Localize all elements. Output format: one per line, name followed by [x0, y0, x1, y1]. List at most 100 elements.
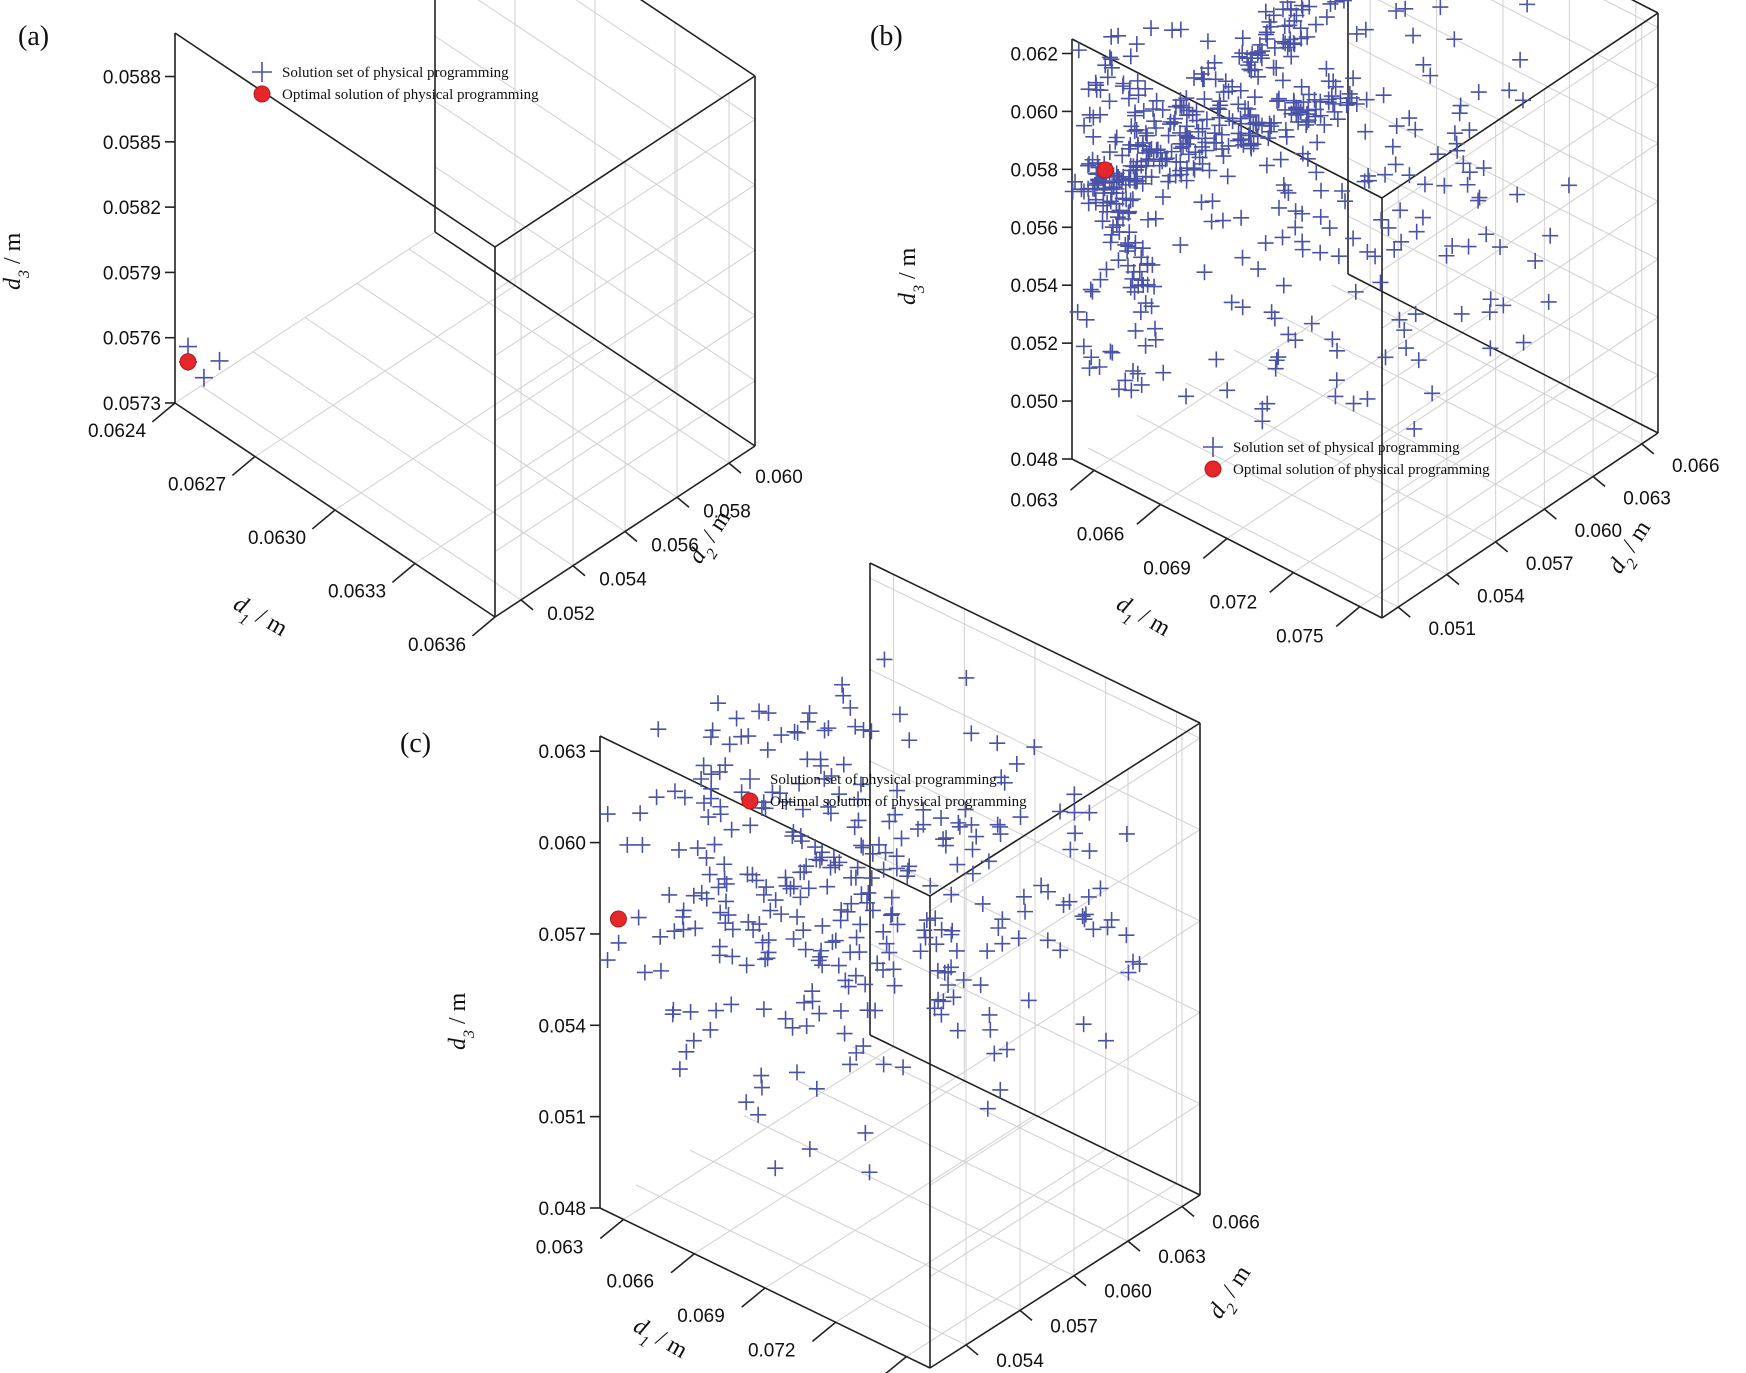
solution-point: [822, 805, 839, 822]
legend: Solution set of physical programming Opti…: [1203, 437, 1490, 478]
x-tick: [1269, 571, 1294, 594]
solution-point: [698, 890, 715, 907]
z-tick-label: 0.0573: [103, 394, 161, 415]
solution-point: [710, 695, 727, 712]
solution-point: [1066, 786, 1083, 803]
solution-point: [1424, 385, 1441, 402]
solution-point: [1453, 305, 1470, 322]
solution-point: [1432, 0, 1449, 16]
solution-point: [1232, 110, 1249, 127]
wall-gridline: [1381, 142, 1659, 329]
solution-point: [1254, 413, 1271, 430]
solution-point: [1062, 841, 1079, 858]
solution-point: [847, 718, 864, 735]
solution-point: [1259, 395, 1276, 412]
solution-point: [1335, 0, 1352, 9]
solution-point: [1115, 75, 1132, 92]
solution-point: [793, 833, 810, 850]
solution-point: [1012, 809, 1029, 826]
x-tick: [391, 562, 416, 584]
solution-point: [1083, 349, 1100, 366]
y-tick-label: 0.060: [1104, 1282, 1152, 1303]
solution-point: [1118, 927, 1135, 944]
solution-point: [878, 935, 895, 952]
solution-point: [948, 942, 965, 959]
solution-point: [1452, 97, 1469, 114]
solution-point: [1327, 78, 1344, 95]
solution-point: [599, 952, 616, 969]
solution-point: [1092, 271, 1109, 288]
x-tick-label: 0.0627: [168, 475, 226, 496]
solution-point: [794, 801, 811, 818]
solution-point: [916, 922, 933, 939]
solution-point: [675, 921, 692, 938]
solution-point: [1015, 888, 1032, 905]
solution-point: [777, 869, 794, 886]
floor-gridline: [694, 1080, 965, 1255]
solution-point: [1265, 7, 1282, 24]
solution-point: [1124, 363, 1141, 380]
solution-point: [1194, 120, 1211, 137]
solution-point: [1078, 311, 1095, 328]
panel-a: 0.0624 0.0627 0.0630 0.0633 0.0636 0.0520.054…: [0, 0, 803, 656]
solution-point: [1193, 194, 1210, 211]
solution-point: [1406, 420, 1423, 437]
solution-point: [1243, 62, 1260, 79]
solution-point: [1137, 80, 1154, 97]
solution-point: [992, 818, 1009, 835]
solution-point: [810, 952, 827, 969]
solution-point: [1147, 119, 1164, 136]
legend-optimal-marker: [741, 792, 759, 810]
tick-labels: 0.0630.0660.0690.0720.0750.0540.0570.060…: [536, 742, 1260, 1373]
solution-point: [1294, 241, 1311, 258]
solution-point: [1359, 243, 1376, 260]
z-axis-title: d3 / m: [895, 247, 928, 305]
solution-point: [1208, 351, 1225, 368]
solution-point: [1312, 182, 1329, 199]
legend-optimal-marker: [253, 85, 271, 103]
solution-point: [1085, 921, 1102, 938]
wall-gridline: [494, 249, 756, 422]
solution-point: [1540, 293, 1557, 310]
solution-point: [1134, 240, 1151, 257]
solution-point: [1377, 166, 1394, 183]
solution-point: [1328, 372, 1345, 389]
solution-point: [1257, 3, 1274, 20]
solution-point: [922, 877, 939, 894]
solution-point: [943, 886, 960, 903]
solution-point: [1475, 160, 1492, 177]
wall-gridline: [494, 314, 756, 487]
solution-point: [723, 821, 740, 838]
floor-gridline: [1093, 284, 1371, 471]
solution-point: [693, 770, 710, 787]
solution-point: [695, 757, 712, 774]
solution-point: [1258, 157, 1275, 174]
solution-point: [671, 1061, 688, 1078]
solution-point: [945, 989, 962, 1006]
solution-point: [1081, 843, 1098, 860]
wall-gridline: [1347, 41, 1659, 202]
solution-point: [1293, 30, 1310, 47]
solution-point: [1070, 42, 1087, 59]
z-tick-label: 0.0579: [103, 263, 161, 284]
solution-point: [1407, 121, 1424, 138]
z-tick-label: 0.0588: [103, 68, 161, 89]
solution-point: [717, 915, 734, 932]
solution-point: [1117, 176, 1134, 193]
z-axis-title: d3 / m: [445, 992, 478, 1050]
solution-point: [1076, 117, 1093, 134]
solution-point: [1300, 102, 1317, 119]
solution-point: [1143, 20, 1160, 37]
solution-point: [750, 1106, 767, 1123]
solution-point: [842, 1056, 859, 1073]
solution-point: [857, 976, 874, 993]
solution-point: [1495, 297, 1512, 314]
solution-point: [738, 1094, 755, 1111]
solution-point: [1253, 47, 1270, 64]
solution-point: [1234, 249, 1251, 266]
x-tick-label: 0.069: [1143, 559, 1191, 580]
solution-point: [1321, 220, 1338, 237]
solution-point: [1268, 59, 1285, 76]
solution-point: [1326, 103, 1343, 120]
